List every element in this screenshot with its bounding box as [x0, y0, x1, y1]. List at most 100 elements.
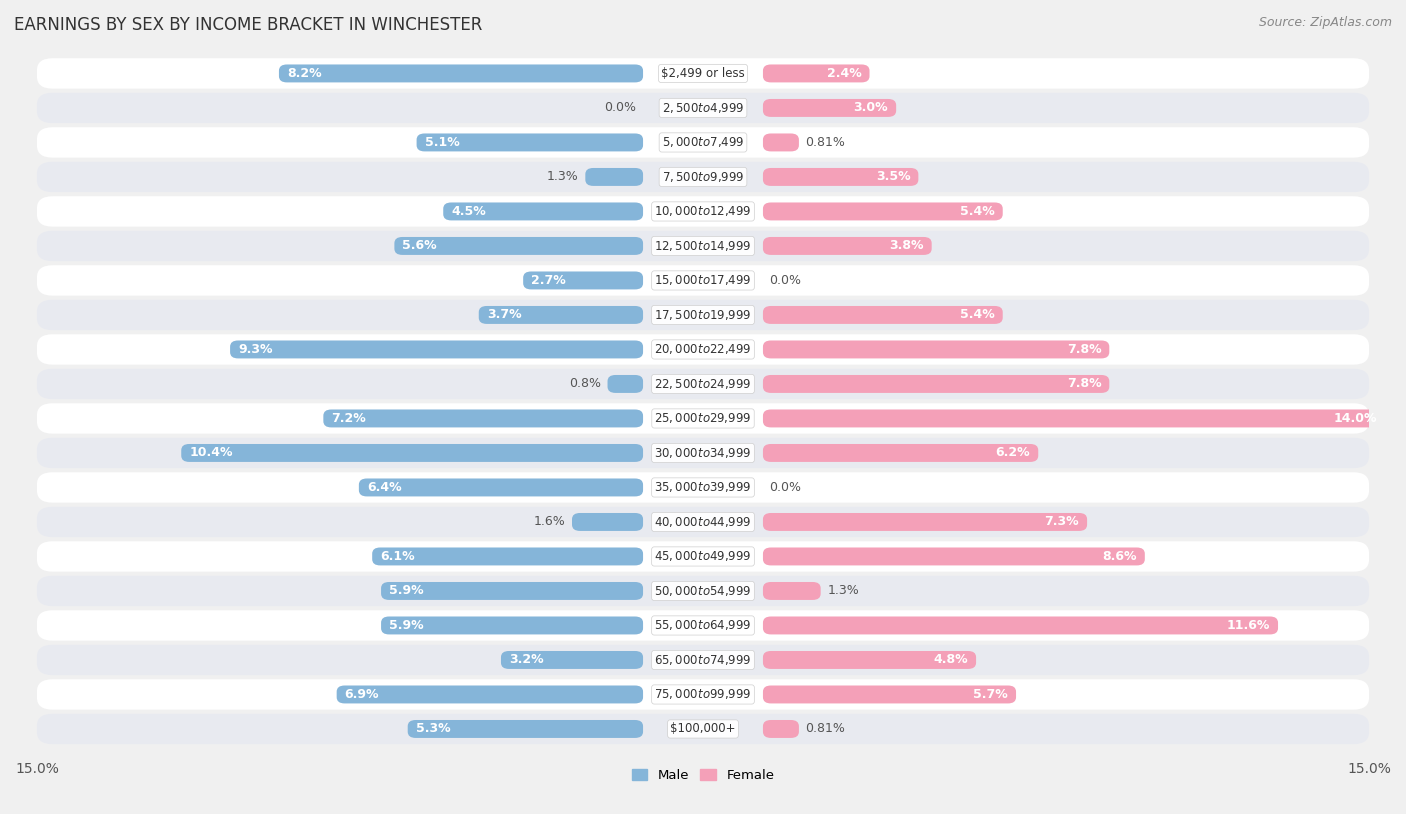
Text: 7.3%: 7.3% [1045, 515, 1078, 528]
Text: $55,000 to $64,999: $55,000 to $64,999 [654, 619, 752, 632]
Text: 0.0%: 0.0% [769, 481, 801, 494]
FancyBboxPatch shape [381, 616, 643, 634]
Text: 0.0%: 0.0% [769, 274, 801, 287]
Text: $15,000 to $17,499: $15,000 to $17,499 [654, 274, 752, 287]
FancyBboxPatch shape [37, 680, 1369, 710]
FancyBboxPatch shape [416, 133, 643, 151]
FancyBboxPatch shape [523, 272, 643, 290]
FancyBboxPatch shape [763, 340, 1109, 358]
Text: $2,499 or less: $2,499 or less [661, 67, 745, 80]
Text: $20,000 to $22,499: $20,000 to $22,499 [654, 343, 752, 357]
FancyBboxPatch shape [763, 651, 976, 669]
FancyBboxPatch shape [443, 203, 643, 221]
Text: 5.9%: 5.9% [389, 619, 423, 632]
FancyBboxPatch shape [37, 93, 1369, 123]
FancyBboxPatch shape [37, 335, 1369, 365]
Text: $2,500 to $4,999: $2,500 to $4,999 [662, 101, 744, 115]
Text: 8.2%: 8.2% [287, 67, 322, 80]
FancyBboxPatch shape [37, 645, 1369, 675]
FancyBboxPatch shape [763, 685, 1017, 703]
Text: 0.81%: 0.81% [806, 723, 845, 736]
Text: 3.7%: 3.7% [486, 309, 522, 322]
Text: 5.3%: 5.3% [416, 723, 450, 736]
Text: 2.4%: 2.4% [827, 67, 862, 80]
Text: 0.81%: 0.81% [806, 136, 845, 149]
Text: $5,000 to $7,499: $5,000 to $7,499 [662, 135, 744, 150]
FancyBboxPatch shape [763, 616, 1278, 634]
Text: $25,000 to $29,999: $25,000 to $29,999 [654, 411, 752, 426]
Text: 5.4%: 5.4% [960, 309, 994, 322]
Text: 7.2%: 7.2% [332, 412, 366, 425]
Text: $65,000 to $74,999: $65,000 to $74,999 [654, 653, 752, 667]
FancyBboxPatch shape [278, 64, 643, 82]
Text: $50,000 to $54,999: $50,000 to $54,999 [654, 584, 752, 598]
Text: $45,000 to $49,999: $45,000 to $49,999 [654, 549, 752, 563]
FancyBboxPatch shape [37, 403, 1369, 434]
FancyBboxPatch shape [37, 369, 1369, 399]
Text: $12,500 to $14,999: $12,500 to $14,999 [654, 239, 752, 253]
Text: 5.7%: 5.7% [973, 688, 1008, 701]
Text: 6.1%: 6.1% [380, 550, 415, 563]
Text: $30,000 to $34,999: $30,000 to $34,999 [654, 446, 752, 460]
Text: 14.0%: 14.0% [1333, 412, 1376, 425]
Text: 0.8%: 0.8% [569, 378, 600, 391]
FancyBboxPatch shape [37, 300, 1369, 330]
FancyBboxPatch shape [763, 409, 1385, 427]
Text: 8.6%: 8.6% [1102, 550, 1137, 563]
Text: 0.0%: 0.0% [605, 102, 637, 115]
FancyBboxPatch shape [37, 265, 1369, 295]
FancyBboxPatch shape [37, 610, 1369, 641]
FancyBboxPatch shape [763, 306, 1002, 324]
Text: 3.8%: 3.8% [889, 239, 924, 252]
FancyBboxPatch shape [763, 375, 1109, 393]
FancyBboxPatch shape [763, 720, 799, 738]
FancyBboxPatch shape [37, 575, 1369, 606]
Text: 7.8%: 7.8% [1067, 343, 1101, 356]
FancyBboxPatch shape [37, 162, 1369, 192]
Text: 5.9%: 5.9% [389, 584, 423, 597]
FancyBboxPatch shape [763, 582, 821, 600]
FancyBboxPatch shape [395, 237, 643, 255]
Text: EARNINGS BY SEX BY INCOME BRACKET IN WINCHESTER: EARNINGS BY SEX BY INCOME BRACKET IN WIN… [14, 16, 482, 34]
FancyBboxPatch shape [763, 237, 932, 255]
Text: $17,500 to $19,999: $17,500 to $19,999 [654, 308, 752, 322]
Text: $10,000 to $12,499: $10,000 to $12,499 [654, 204, 752, 218]
FancyBboxPatch shape [763, 64, 869, 82]
FancyBboxPatch shape [37, 541, 1369, 571]
FancyBboxPatch shape [231, 340, 643, 358]
Text: 3.5%: 3.5% [876, 170, 910, 183]
Text: $75,000 to $99,999: $75,000 to $99,999 [654, 688, 752, 702]
FancyBboxPatch shape [501, 651, 643, 669]
FancyBboxPatch shape [381, 582, 643, 600]
Text: $22,500 to $24,999: $22,500 to $24,999 [654, 377, 752, 391]
FancyBboxPatch shape [763, 513, 1087, 531]
Legend: Male, Female: Male, Female [626, 764, 780, 787]
Text: 4.5%: 4.5% [451, 205, 486, 218]
FancyBboxPatch shape [763, 133, 799, 151]
Text: 5.4%: 5.4% [960, 205, 994, 218]
FancyBboxPatch shape [763, 99, 896, 117]
FancyBboxPatch shape [763, 548, 1144, 566]
Text: 11.6%: 11.6% [1226, 619, 1270, 632]
FancyBboxPatch shape [572, 513, 643, 531]
Text: 6.2%: 6.2% [995, 446, 1031, 459]
FancyBboxPatch shape [763, 203, 1002, 221]
Text: 10.4%: 10.4% [190, 446, 233, 459]
FancyBboxPatch shape [607, 375, 643, 393]
Text: 9.3%: 9.3% [238, 343, 273, 356]
Text: 7.8%: 7.8% [1067, 378, 1101, 391]
FancyBboxPatch shape [37, 59, 1369, 89]
Text: 6.4%: 6.4% [367, 481, 402, 494]
Text: Source: ZipAtlas.com: Source: ZipAtlas.com [1258, 16, 1392, 29]
Text: $7,500 to $9,999: $7,500 to $9,999 [662, 170, 744, 184]
Text: 5.1%: 5.1% [425, 136, 460, 149]
FancyBboxPatch shape [37, 472, 1369, 502]
FancyBboxPatch shape [37, 196, 1369, 226]
Text: 4.8%: 4.8% [934, 654, 969, 667]
Text: $35,000 to $39,999: $35,000 to $39,999 [654, 480, 752, 494]
Text: 1.3%: 1.3% [827, 584, 859, 597]
Text: $40,000 to $44,999: $40,000 to $44,999 [654, 515, 752, 529]
FancyBboxPatch shape [359, 479, 643, 497]
Text: 3.0%: 3.0% [853, 102, 889, 115]
FancyBboxPatch shape [37, 230, 1369, 261]
